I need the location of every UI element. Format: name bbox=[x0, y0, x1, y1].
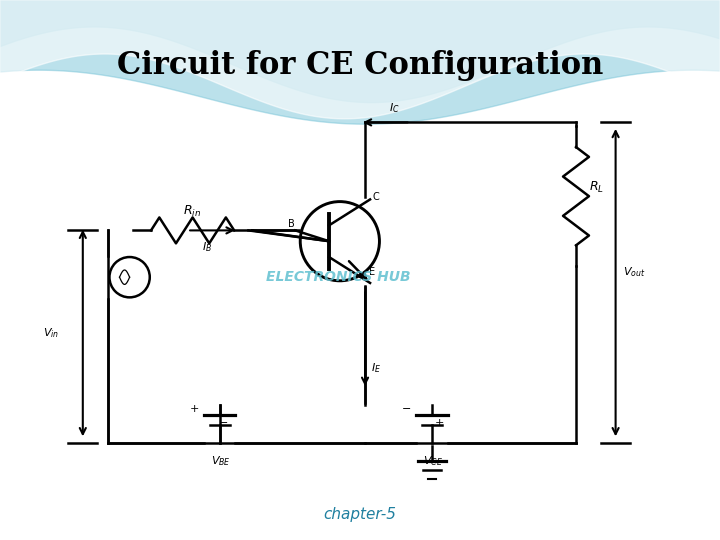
Text: ELECTRONICS HUB: ELECTRONICS HUB bbox=[266, 270, 410, 284]
Text: $V_{CE}$: $V_{CE}$ bbox=[423, 454, 444, 468]
Text: Circuit for CE Configuration: Circuit for CE Configuration bbox=[117, 50, 603, 82]
Text: −: − bbox=[402, 404, 412, 414]
Text: $I_C$: $I_C$ bbox=[389, 102, 400, 116]
Text: B: B bbox=[288, 219, 295, 229]
Text: $V_{in}$: $V_{in}$ bbox=[43, 327, 59, 340]
Text: +: + bbox=[434, 418, 444, 428]
Text: +: + bbox=[189, 404, 199, 414]
Text: $R_{in}$: $R_{in}$ bbox=[183, 204, 202, 219]
Text: −: − bbox=[218, 418, 228, 428]
Text: $I_B$: $I_B$ bbox=[202, 240, 212, 254]
Text: E: E bbox=[369, 267, 375, 277]
Text: $V_{out}$: $V_{out}$ bbox=[623, 265, 645, 279]
Text: $R_L$: $R_L$ bbox=[589, 180, 604, 195]
Text: chapter-5: chapter-5 bbox=[323, 507, 397, 522]
Text: $I_E$: $I_E$ bbox=[371, 361, 381, 375]
Text: $V_{BE}$: $V_{BE}$ bbox=[211, 454, 231, 468]
Text: C: C bbox=[372, 192, 379, 202]
